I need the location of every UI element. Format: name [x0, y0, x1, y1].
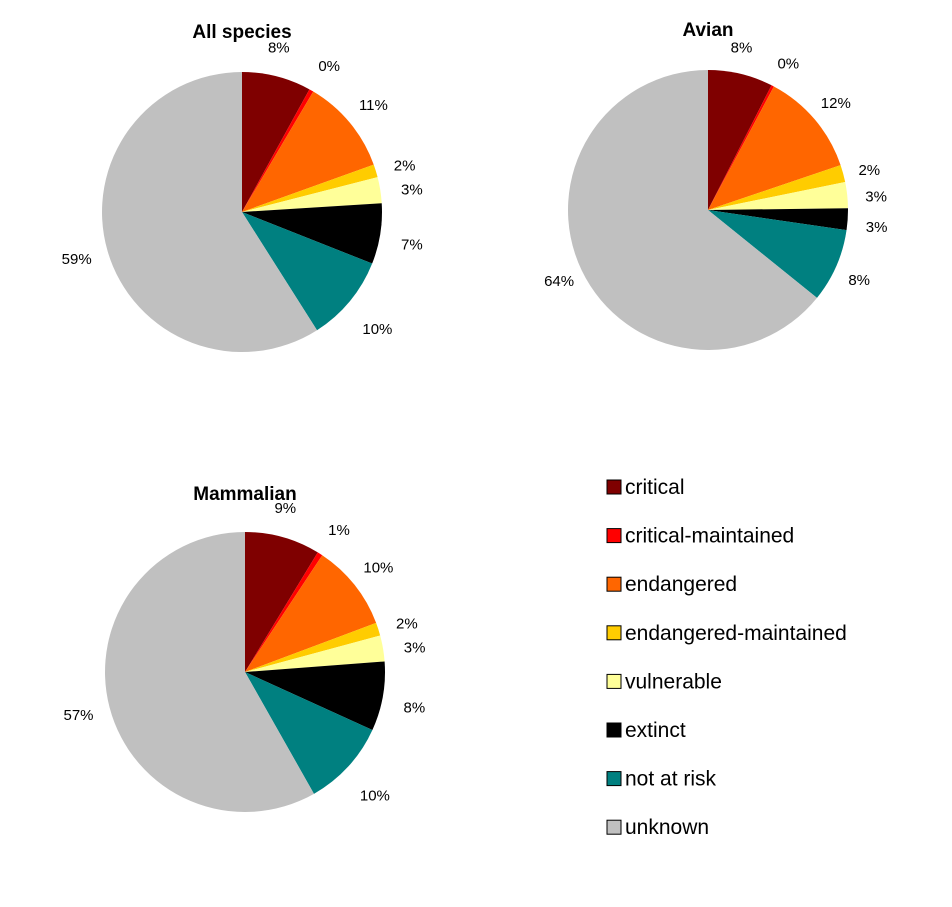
- pie-slice-vulnerable: [708, 182, 848, 210]
- pie-slice-unknown: [105, 532, 314, 812]
- data-label-critical: 8%: [268, 39, 290, 56]
- pie-slice-endangered: [708, 86, 841, 210]
- legend-swatch-endangered: [606, 576, 622, 592]
- data-label-endangered: 11%: [359, 97, 388, 114]
- legend-label-extinct: extinct: [625, 719, 686, 742]
- data-label-endangered-maintained: 2%: [396, 616, 418, 633]
- data-label-not-at-risk: 10%: [362, 321, 392, 338]
- chart-title-mammalian: Mammalian: [193, 484, 296, 505]
- pie-slice-extinct: [245, 661, 385, 731]
- data-label-endangered-maintained: 2%: [394, 158, 416, 175]
- legend-item-vulnerable: vulnerable: [606, 670, 722, 693]
- legend-swatch-endangered-maintained: [606, 625, 622, 641]
- data-label-endangered-maintained: 2%: [858, 162, 880, 179]
- legend-item-endangered-maintained: endangered-maintained: [606, 622, 847, 645]
- data-label-not-at-risk: 8%: [848, 272, 870, 289]
- data-label-critical: 9%: [274, 500, 296, 517]
- data-label-endangered: 10%: [363, 559, 393, 576]
- pie-slice-critical: [708, 70, 772, 210]
- pie-slice-not-at-risk: [242, 212, 373, 331]
- pie-slice-extinct: [708, 208, 849, 231]
- pie-slice-critical: [245, 532, 318, 672]
- data-label-endangered: 12%: [821, 95, 851, 112]
- pie-slice-critical-maintained: [245, 552, 323, 672]
- pie-slice-endangered-maintained: [245, 622, 381, 672]
- pie-slice-unknown: [567, 70, 817, 350]
- legend-label-endangered-maintained: endangered-maintained: [625, 622, 847, 645]
- legend-swatch-vulnerable: [606, 673, 622, 689]
- legend-item-extinct: extinct: [606, 719, 686, 742]
- pie-slice-not-at-risk: [708, 210, 847, 298]
- legend-item-critical-maintained: critical-maintained: [606, 525, 794, 548]
- data-label-vulnerable: 3%: [401, 182, 423, 199]
- legend-item-unknown: unknown: [606, 816, 709, 839]
- pie-slice-endangered: [242, 91, 374, 212]
- pie-slice-critical-maintained: [708, 85, 774, 210]
- legend-item-endangered: endangered: [606, 573, 737, 596]
- data-label-extinct: 8%: [404, 699, 426, 716]
- pie-slice-vulnerable: [245, 635, 385, 672]
- legend-label-critical: critical: [625, 476, 685, 499]
- legend-label-endangered: endangered: [625, 573, 737, 596]
- pie-chart-avian: Avian 8% 0% 12% 2% 3% 3% 8% 64%: [544, 20, 887, 350]
- pie-slice-not-at-risk: [245, 672, 373, 794]
- chart-title-all-species: All species: [192, 22, 291, 43]
- legend-swatch-critical-maintained: [606, 528, 622, 544]
- data-label-extinct: 7%: [401, 236, 423, 253]
- pie-slice-extinct: [242, 203, 382, 264]
- pie-slice-endangered: [245, 555, 377, 672]
- pie-slice-critical-maintained: [242, 89, 314, 212]
- data-label-extinct: 3%: [866, 219, 888, 236]
- legend-label-critical-maintained: critical-maintained: [625, 525, 794, 548]
- legend-swatch-unknown: [606, 819, 622, 835]
- legend-item-not-at-risk: not at risk: [606, 768, 717, 791]
- data-label-critical-maintained: 0%: [318, 58, 340, 75]
- pie-chart-all-species: All species 8% 0% 11% 2% 3% 7% 10% 59%: [62, 22, 423, 352]
- data-label-critical-maintained: 1%: [328, 522, 350, 539]
- data-label-unknown: 57%: [63, 707, 93, 724]
- pie-slice-endangered-maintained: [242, 164, 378, 212]
- data-label-unknown: 59%: [62, 251, 92, 268]
- data-label-unknown: 64%: [544, 273, 574, 290]
- legend-swatch-not-at-risk: [606, 771, 622, 787]
- data-label-vulnerable: 3%: [404, 640, 426, 657]
- data-label-not-at-risk: 10%: [360, 788, 390, 805]
- pie-slice-critical: [242, 72, 310, 212]
- data-label-vulnerable: 3%: [865, 188, 887, 205]
- data-label-critical: 8%: [731, 40, 753, 57]
- legend-label-unknown: unknown: [625, 816, 709, 839]
- legend: critical critical-maintained endangered …: [606, 476, 847, 839]
- pie-chart-mammalian: Mammalian 9% 1% 10% 2% 3% 8% 10% 57%: [63, 484, 425, 812]
- legend-label-vulnerable: vulnerable: [625, 670, 722, 693]
- chart-title-avian: Avian: [682, 20, 733, 41]
- data-label-critical-maintained: 0%: [777, 56, 799, 73]
- legend-swatch-extinct: [606, 722, 622, 738]
- pie-slice-unknown: [102, 72, 318, 352]
- legend-label-not-at-risk: not at risk: [625, 768, 717, 791]
- pie-slice-endangered-maintained: [708, 165, 846, 210]
- pie-slice-vulnerable: [242, 177, 382, 212]
- legend-item-critical: critical: [606, 476, 685, 499]
- legend-swatch-critical: [606, 479, 622, 495]
